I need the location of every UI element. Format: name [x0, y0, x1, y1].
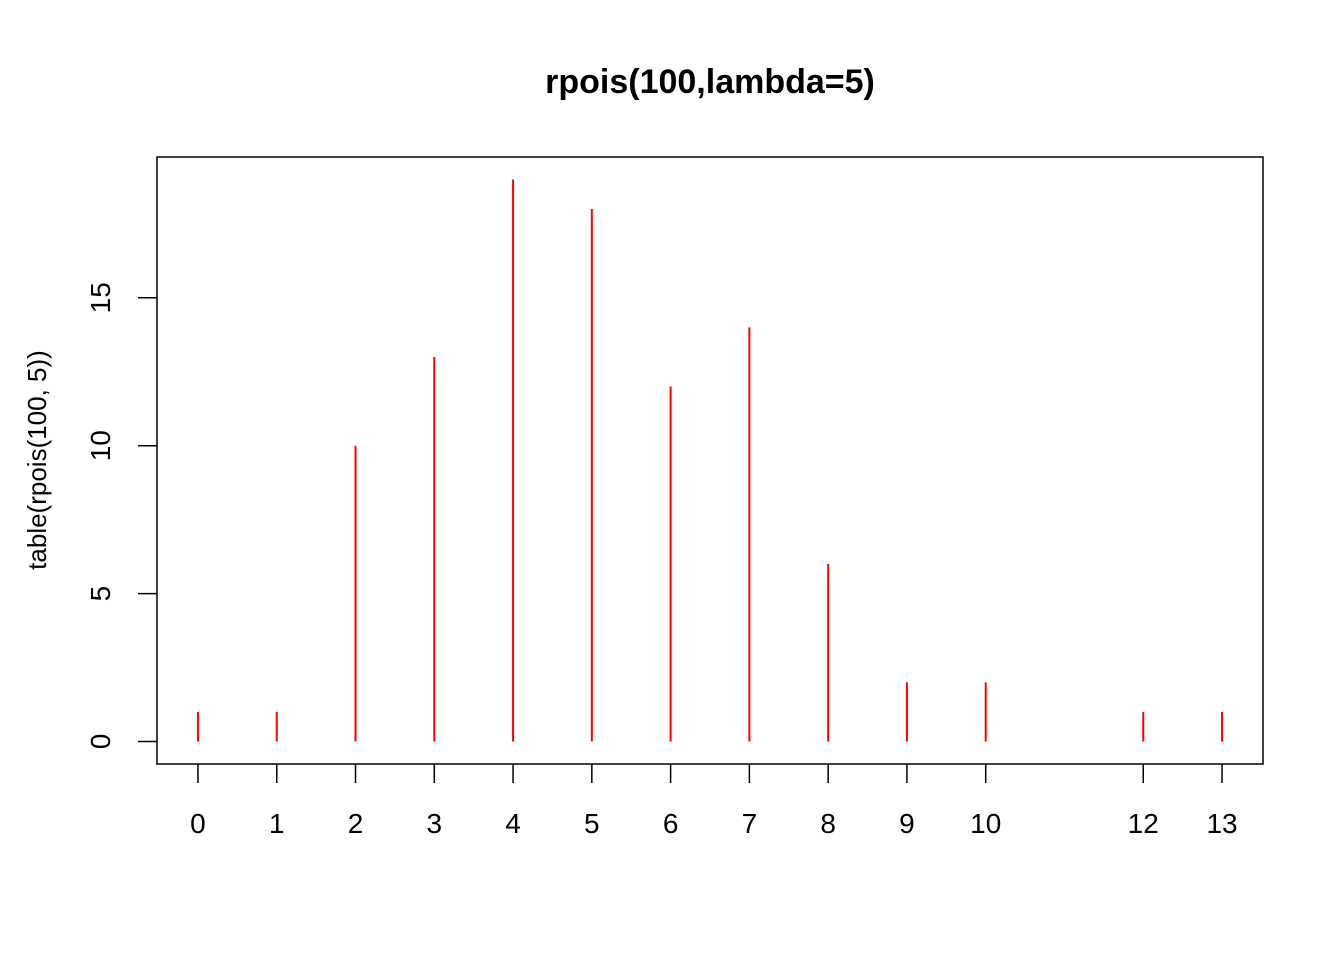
x-tick-label: 9 [899, 808, 915, 839]
bars-group [196, 179, 1224, 742]
x-tick-label: 2 [348, 808, 364, 839]
x-tick-label: 1 [269, 808, 285, 839]
y-tick-label: 5 [85, 586, 116, 602]
x-tick-label: 5 [584, 808, 600, 839]
x-tick-label: 4 [505, 808, 521, 839]
x-tick-label: 0 [190, 808, 206, 839]
y-tick-label: 0 [85, 734, 116, 750]
y-axis: 0 5 10 15 [85, 282, 157, 749]
x-tick-label: 7 [742, 808, 758, 839]
plot-frame [156, 156, 1264, 765]
x-axis: 0 1 2 3 4 5 6 7 8 9 10 12 13 [190, 764, 1238, 839]
x-tick-label: 13 [1206, 808, 1237, 839]
x-tick-label: 3 [426, 808, 442, 839]
chart-title: rpois(100,lambda=5) [545, 63, 875, 101]
x-tick-label: 12 [1128, 808, 1159, 839]
y-axis-label: table(rpois(100, 5)) [22, 350, 52, 570]
y-tick-label: 10 [85, 430, 116, 461]
x-tick-label: 8 [820, 808, 836, 839]
x-tick-label: 10 [970, 808, 1001, 839]
y-tick-label: 15 [85, 282, 116, 313]
x-tick-label: 6 [663, 808, 679, 839]
